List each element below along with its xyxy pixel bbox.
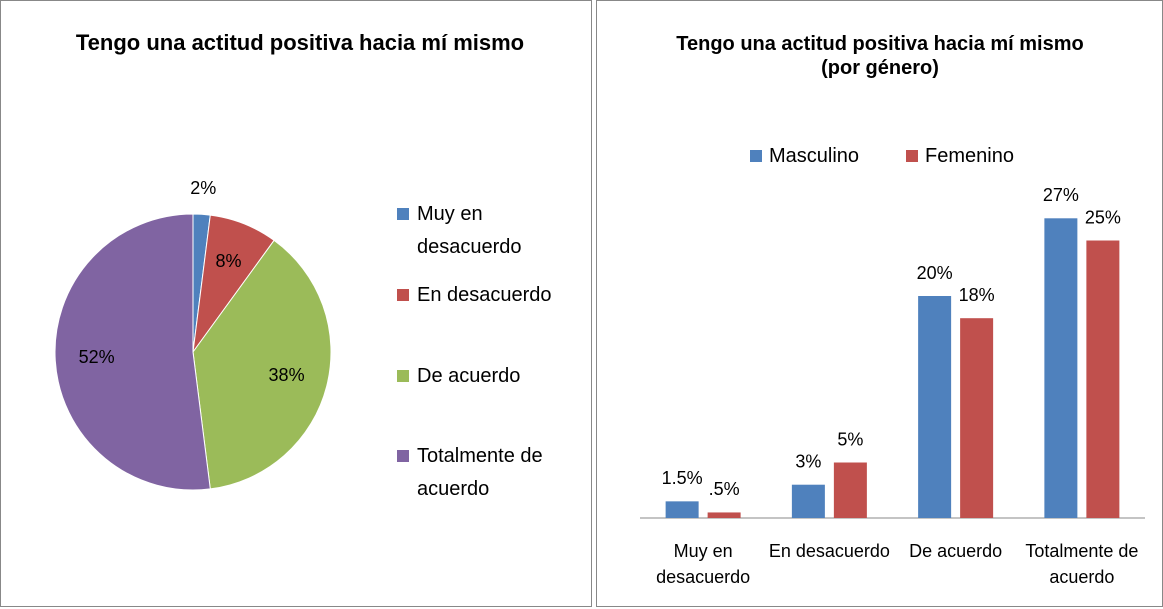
data-label: .5% — [709, 479, 740, 499]
data-label: 18% — [959, 285, 995, 305]
legend-label: De acuerdo — [417, 365, 521, 387]
legend-swatch — [397, 370, 409, 382]
legend-swatch — [397, 289, 409, 301]
legend-label: Masculino — [769, 145, 860, 167]
legend-label: Totalmente de acuerdo — [417, 445, 543, 500]
data-label: 2% — [190, 178, 216, 198]
bar — [1044, 218, 1078, 519]
bar — [1086, 240, 1120, 518]
data-label: 20% — [917, 263, 953, 283]
legend-label: Femenino — [925, 145, 1014, 167]
legend-swatch — [906, 150, 918, 162]
x-tick-label: Totalmente de acuerdo — [1025, 541, 1139, 587]
chart-title: Tengo una actitud positiva hacia mí mism… — [75, 30, 525, 55]
data-label: 1.5% — [662, 468, 703, 488]
bar — [918, 296, 952, 518]
data-label: 25% — [1085, 207, 1121, 227]
pie-slice — [54, 213, 211, 491]
data-label: 3% — [795, 451, 821, 471]
x-tick-label: En desacuerdo — [768, 541, 890, 561]
legend-label: Muy en desacuerdo — [417, 203, 522, 258]
x-tick-label: De acuerdo — [909, 541, 1003, 561]
chart-title: Tengo una actitud positiva hacia mí mism… — [676, 33, 1084, 79]
legend-swatch — [397, 450, 409, 462]
bar — [707, 512, 741, 518]
pie-slice — [192, 239, 332, 490]
data-label: 5% — [837, 429, 863, 449]
data-label: 8% — [216, 251, 242, 271]
x-tick-label: Muy en desacuerdo — [656, 541, 751, 587]
bar — [791, 484, 825, 518]
bar — [960, 318, 994, 518]
bar — [833, 462, 867, 518]
data-label: 38% — [269, 365, 305, 385]
bar — [665, 501, 699, 518]
data-label: 52% — [79, 347, 115, 367]
legend-swatch — [750, 150, 762, 162]
data-label: 27% — [1043, 185, 1079, 205]
legend-label: En desacuerdo — [417, 284, 552, 306]
legend-swatch — [397, 208, 409, 220]
pie-panel — [0, 0, 592, 607]
